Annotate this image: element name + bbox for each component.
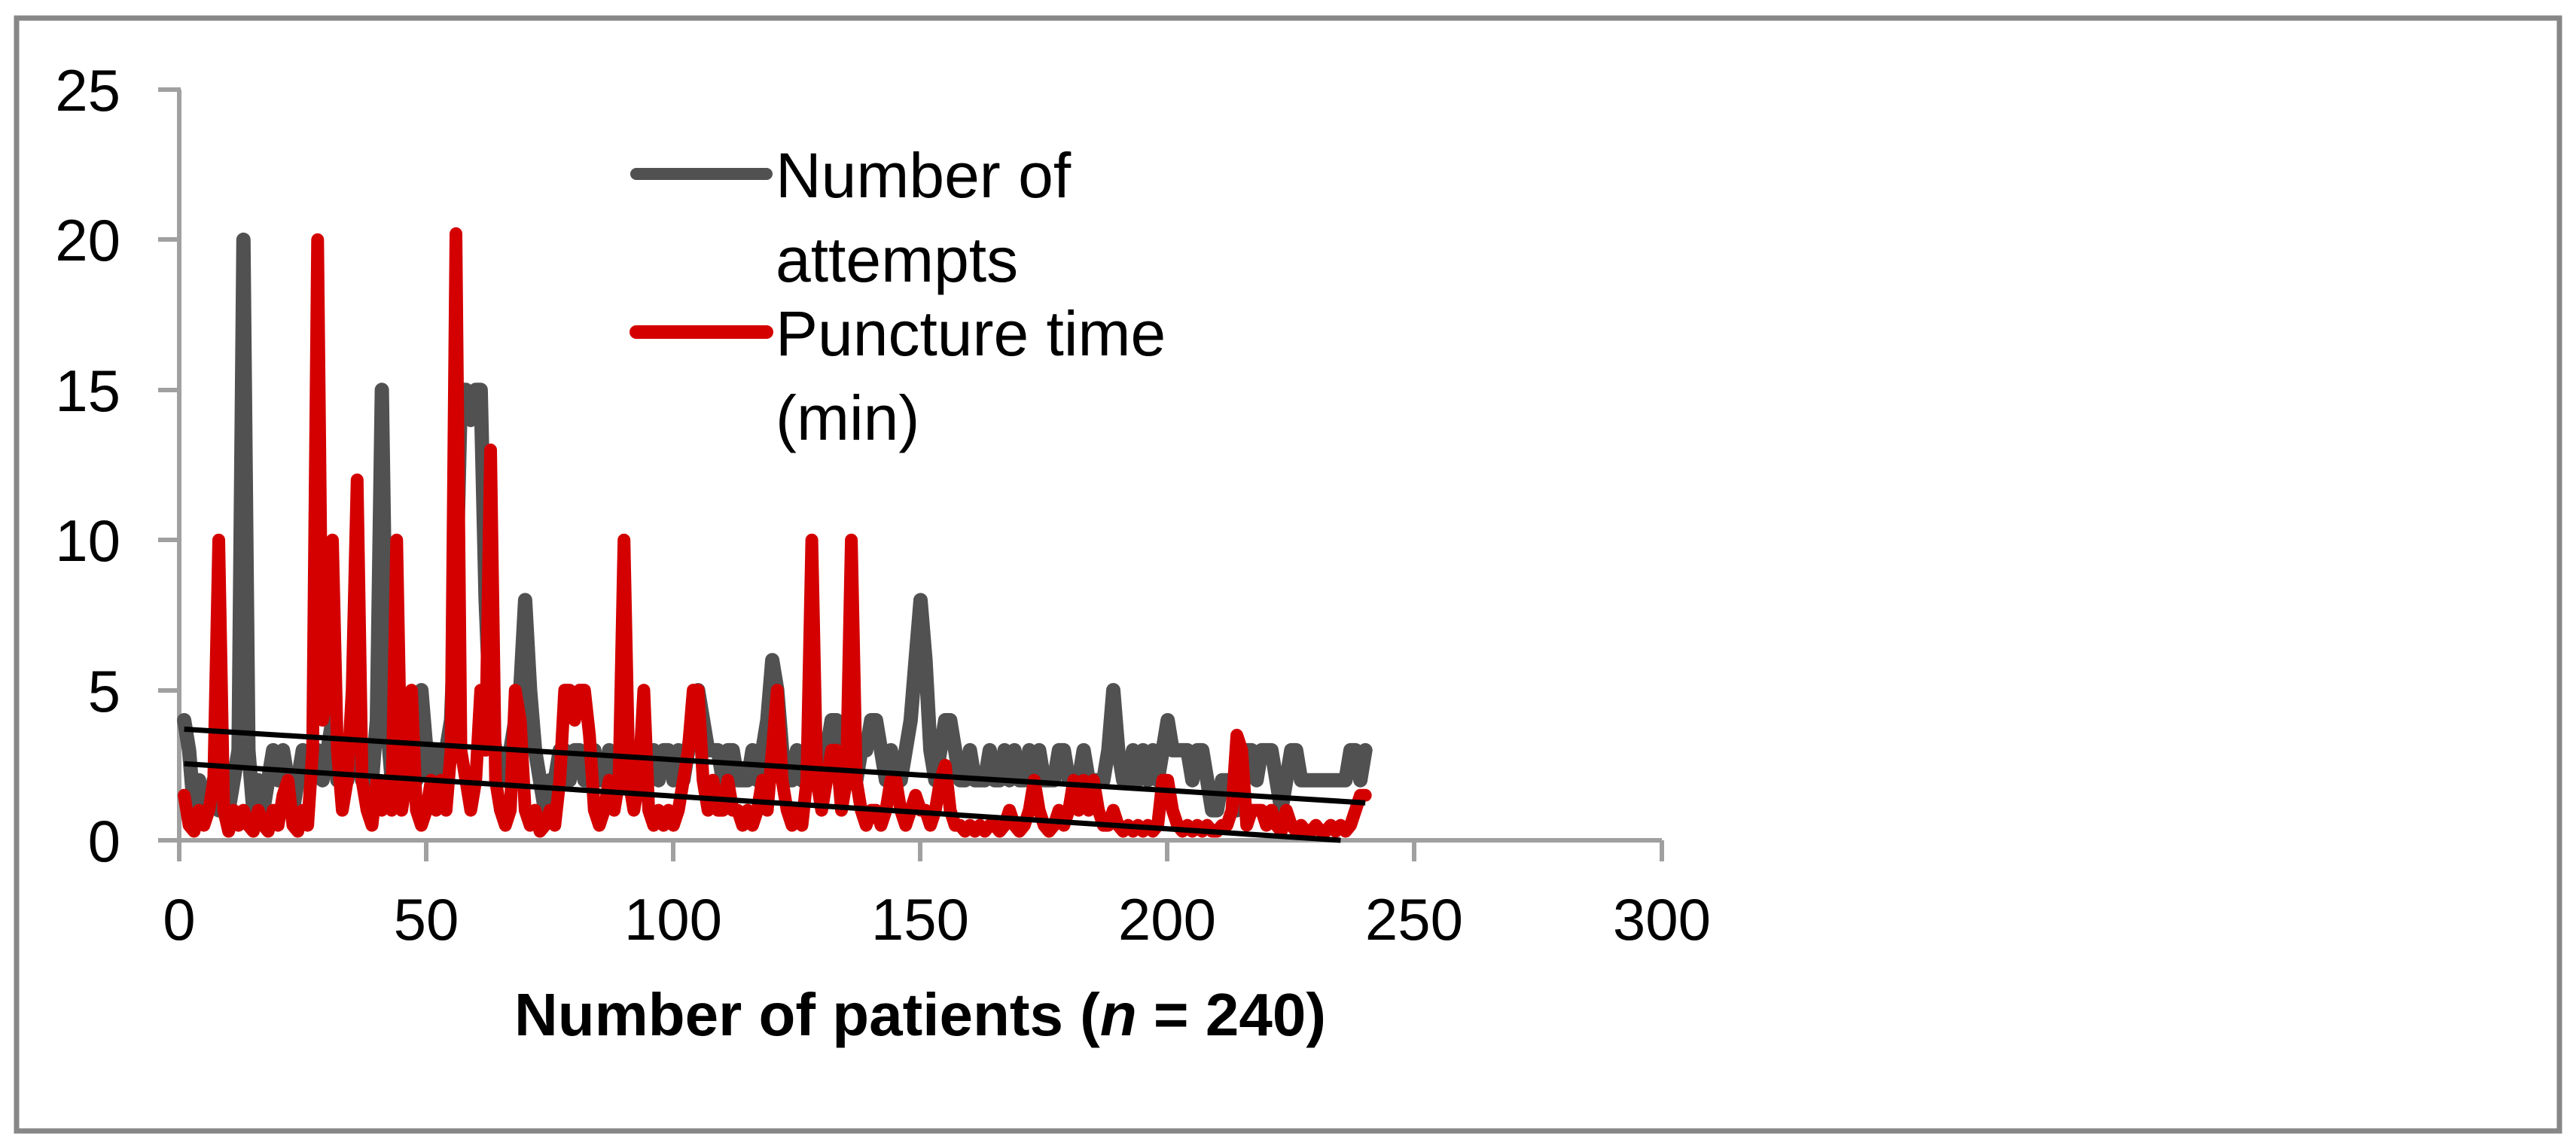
x-tick-label: 200 xyxy=(1118,886,1216,952)
legend-attempts-label-line2: attempts xyxy=(776,224,1018,295)
legend-puncture-label-line1: Puncture time xyxy=(776,298,1166,369)
y-tick-label: 5 xyxy=(88,658,120,724)
axes-layer: 0 5 10 15 20 25 0 50 100 150 200 250 300 xyxy=(55,57,1711,952)
y-tick-label: 10 xyxy=(55,507,120,574)
x-axis-title-prefix: Number of patients ( xyxy=(514,981,1100,1048)
puncture-trendline xyxy=(184,760,1341,843)
x-tick-label: 300 xyxy=(1613,886,1711,952)
x-axis-title: Number of patients (n = 240) xyxy=(514,981,1326,1048)
legend-attempts-label-line1: Number of xyxy=(776,140,1072,211)
attempts-series-line xyxy=(177,232,1373,818)
puncture-series-line xyxy=(178,227,1372,838)
y-tick-label: 15 xyxy=(55,358,120,424)
figure-border xyxy=(14,15,2562,1134)
x-tick-label: 100 xyxy=(624,886,722,952)
attempts-trendline xyxy=(184,726,1366,806)
x-tick-label: 150 xyxy=(871,886,969,952)
legend-puncture-label-line2: (min) xyxy=(776,383,919,453)
x-axis-title-n: n xyxy=(1100,981,1137,1048)
x-tick-label: 50 xyxy=(394,886,459,952)
x-axis-title-suffix: = 240) xyxy=(1137,981,1326,1048)
trendline-layer xyxy=(184,726,1366,843)
x-tick-label: 250 xyxy=(1365,886,1463,952)
y-tick-label: 20 xyxy=(55,207,120,273)
y-tick-label: 25 xyxy=(55,57,120,123)
x-tick-label: 0 xyxy=(163,886,195,952)
series-layer xyxy=(177,227,1373,838)
legend: Number of attempts Puncture time (min) xyxy=(630,140,1166,453)
y-tick-label: 0 xyxy=(88,808,120,874)
